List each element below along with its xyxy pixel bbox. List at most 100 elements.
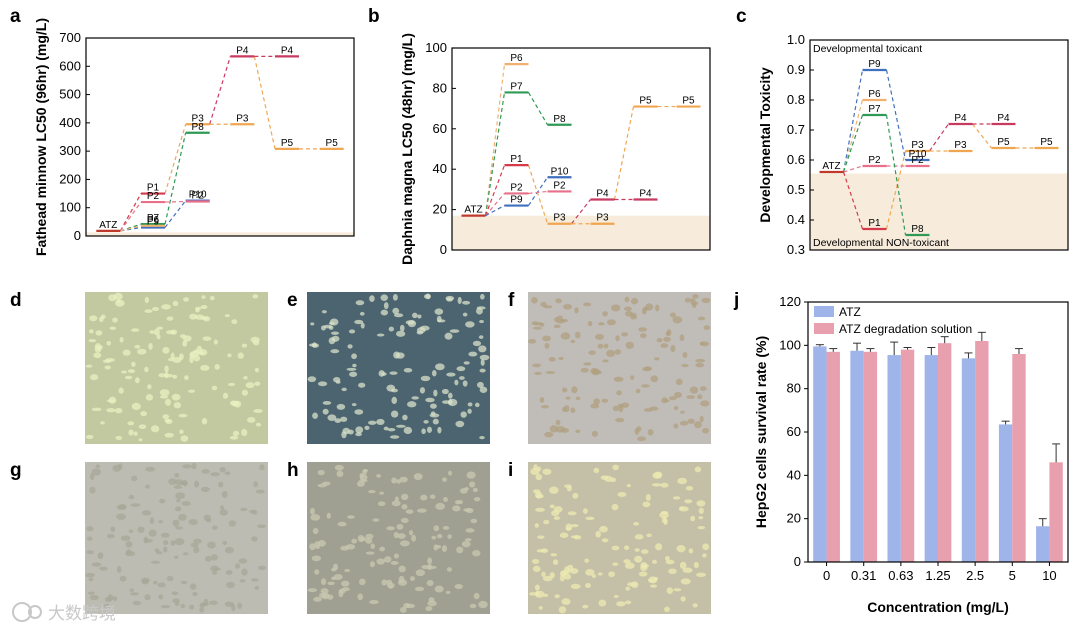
cell-e-42: [349, 371, 358, 377]
cell-i-18: [698, 507, 704, 515]
bar-1-4: [975, 341, 989, 562]
cell-h-130: [400, 517, 409, 524]
cell-d-81: [85, 364, 93, 368]
x-tick-label-j-1: 0.31: [851, 568, 876, 583]
cell-d-105: [253, 409, 263, 414]
cell-d-117: [124, 375, 133, 380]
y-axis-title-b: Daphnia magna LC50 (48hr) (mg/L): [399, 33, 415, 265]
cell-e-51: [347, 344, 353, 349]
cell-d-0: [172, 374, 178, 379]
cell-f-107: [689, 386, 699, 394]
cell-e-102: [354, 319, 364, 325]
cell-e-136: [334, 418, 342, 423]
cell-e-97: [465, 321, 475, 328]
x-axis-title-j: Concentration (mg/L): [867, 599, 1009, 615]
cell-h-28: [445, 590, 451, 595]
y-tick-label-a-2: 200: [59, 171, 81, 186]
cell-f-127: [668, 396, 677, 401]
cell-f-86: [616, 390, 622, 396]
cell-e-126: [328, 325, 334, 330]
cell-g-55: [163, 540, 169, 546]
cell-d-127: [229, 435, 239, 440]
cell-e-107: [342, 427, 350, 435]
cell-e-75: [479, 354, 490, 361]
cell-h-107: [365, 551, 375, 555]
cell-g-21: [130, 503, 141, 507]
cell-i-42: [655, 543, 663, 551]
cell-e-98: [378, 370, 385, 377]
connector-line-c-5: [885, 150, 907, 230]
cell-i-93: [597, 572, 603, 576]
cell-d-13: [109, 326, 117, 330]
cell-f-31: [670, 344, 676, 353]
cell-h-125: [393, 553, 399, 559]
watermark-logo-icon-inner: [28, 605, 42, 619]
y-tick-label-b-3: 60: [433, 121, 447, 136]
cell-d-82: [195, 308, 200, 313]
cell-h-56: [463, 508, 472, 512]
cell-g-94: [126, 549, 132, 555]
cell-f-120: [661, 397, 668, 404]
cell-i-105: [640, 561, 648, 569]
connector-line-a-1: [119, 201, 142, 232]
cell-g-76: [158, 594, 164, 600]
cell-e-74: [402, 414, 408, 421]
cell-i-9: [694, 466, 702, 473]
y-tick-label-j-0: 0: [794, 554, 801, 569]
cell-f-67: [695, 362, 705, 368]
cell-d-17: [130, 328, 140, 332]
cell-g-125: [166, 575, 174, 582]
cell-i-106: [598, 599, 607, 607]
cell-h-33: [469, 603, 477, 609]
cell-f-18: [603, 343, 609, 349]
y-tick-label-j-3: 60: [787, 424, 801, 439]
cell-e-60: [460, 411, 467, 418]
cell-h-81: [369, 561, 376, 568]
cell-d-108: [115, 407, 123, 414]
cell-i-68: [532, 565, 541, 573]
panel-label-g: g: [10, 460, 22, 481]
cell-g-81: [87, 591, 95, 595]
cell-i-128: [593, 467, 600, 474]
cell-i-119: [640, 549, 649, 554]
level-label-c-1: P9: [868, 59, 881, 70]
cell-f-45: [555, 419, 561, 426]
cell-g-113: [182, 464, 192, 469]
cell-h-128: [472, 487, 478, 493]
cell-i-27: [642, 501, 651, 508]
cell-f-59: [701, 297, 711, 304]
panel-label-d: d: [10, 290, 22, 311]
cell-h-49: [312, 527, 319, 535]
cell-i-135: [682, 567, 693, 573]
cell-f-109: [617, 403, 624, 409]
cell-g-4: [226, 581, 235, 589]
cell-f-1: [655, 304, 660, 312]
cell-e-73: [478, 345, 487, 353]
cell-g-50: [145, 466, 156, 472]
cell-f-131: [645, 303, 654, 311]
cell-d-14: [93, 352, 102, 359]
cell-g-104: [129, 588, 135, 593]
cell-h-21: [473, 497, 481, 502]
cell-h-78: [435, 544, 442, 549]
cell-d-67: [245, 382, 255, 389]
cell-e-127: [479, 386, 488, 393]
cell-h-31: [310, 514, 321, 521]
level-label-a-6: P3: [192, 113, 205, 124]
cell-g-72: [118, 463, 123, 470]
cell-i-86: [690, 515, 696, 522]
cell-e-121: [446, 372, 456, 377]
cell-d-123: [255, 422, 262, 427]
cell-g-85: [256, 524, 266, 529]
panel-label-j: j: [733, 290, 739, 311]
cell-h-108: [359, 478, 368, 483]
cell-h-76: [399, 476, 408, 483]
y-tick-label-a-5: 500: [59, 87, 81, 102]
cell-d-1: [164, 365, 169, 373]
cell-e-92: [467, 402, 473, 407]
cell-d-21: [122, 349, 131, 356]
cell-d-114: [108, 294, 117, 302]
cell-i-97: [680, 596, 686, 602]
bar-1-2: [900, 349, 915, 562]
cell-g-86: [193, 546, 200, 554]
